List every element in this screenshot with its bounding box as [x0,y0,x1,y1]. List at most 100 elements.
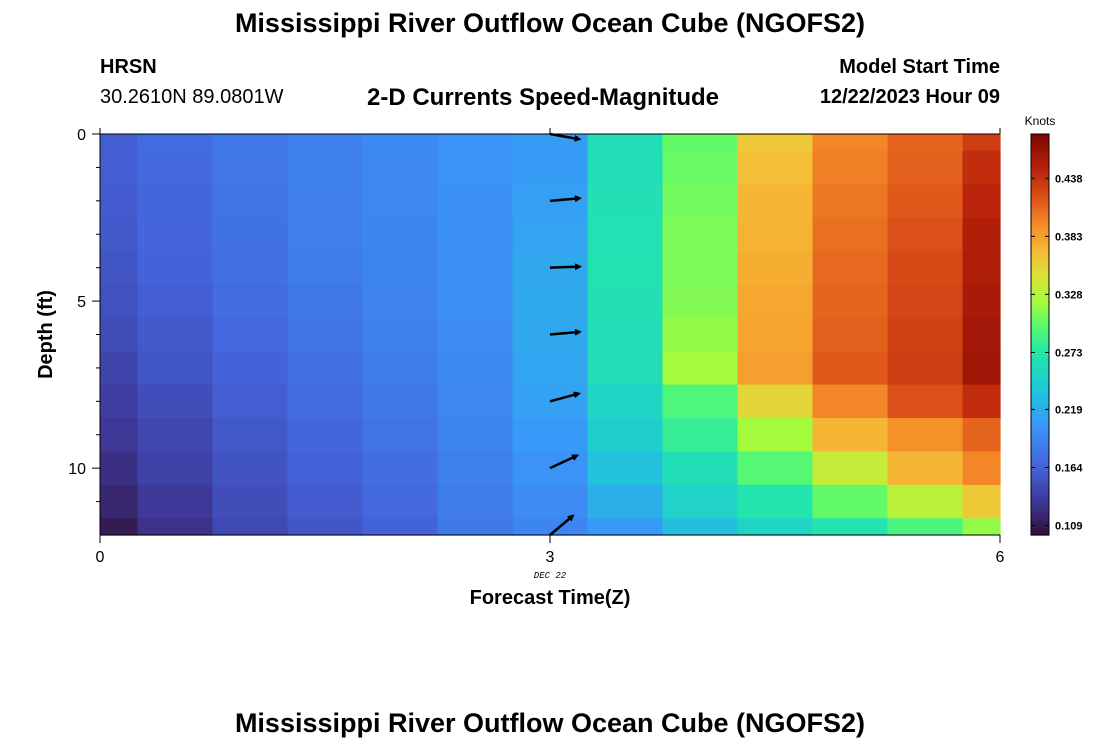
heatmap-cell [662,134,739,152]
colorbar-segment [1031,294,1049,299]
colorbar-segment [1031,377,1049,382]
colorbar-segment [1031,438,1049,443]
colorbar-segment [1031,514,1049,519]
x-tick-label: 3 [546,549,555,566]
heatmap-cell [812,184,889,219]
heatmap-cell [212,317,289,352]
heatmap-cell [962,284,1001,319]
colorbar-segment [1031,307,1049,312]
heatmap-cell [887,384,964,419]
colorbar-segment [1031,344,1049,349]
colorbar-segment [1031,441,1049,446]
heatmap-cell [812,134,889,152]
x-tick-label: 6 [996,549,1005,566]
colorbar-segment [1031,194,1049,199]
heatmap-cell [100,250,139,285]
colorbar-segment [1031,210,1049,215]
heatmap-cell [212,150,289,185]
colorbar-segment [1031,421,1049,426]
heatmap-cell [737,184,814,219]
heatmap-cell [737,317,814,352]
heatmap-cell [812,451,889,486]
heatmap-cell [437,284,514,319]
colorbar-segment [1031,528,1049,533]
colorbar-segment [1031,394,1049,399]
chart-title-repeat: Mississippi River Outflow Ocean Cube (NG… [234,708,866,738]
heatmap-cell [737,418,814,453]
heatmap-cell [212,351,289,386]
station-coordinates: 30.2610N 89.0801W [100,86,284,108]
heatmap-cell [437,150,514,185]
colorbar-segment [1031,150,1049,155]
colorbar-segment [1031,501,1049,506]
colorbar-segment [1031,134,1049,138]
colorbar-segment [1031,147,1049,152]
heatmap-cell [137,134,214,152]
heatmap-cell [287,250,364,285]
heatmap-cell [437,451,514,486]
heatmap-cell [662,317,739,352]
colorbar-segment [1031,281,1049,285]
y-tick-label: 0 [77,127,86,144]
heatmap-cell [587,184,664,219]
colorbar-segment [1031,311,1049,316]
heatmap-cell [662,184,739,219]
colorbar-tick-label: 0.383 [1055,231,1083,243]
heatmap-cell [287,184,364,219]
current-vector [549,391,581,403]
x-tick-label: 0 [96,549,105,566]
colorbar-segment [1031,184,1049,189]
colorbar-segment [1031,287,1049,292]
colorbar-segment [1031,484,1049,489]
heatmap-cell [512,217,589,252]
current-vector [549,514,575,536]
colorbar-segment [1031,180,1049,185]
heatmap-cell [962,418,1001,453]
heatmap-cell [137,518,214,536]
heatmap-cell [137,317,214,352]
heatmap-cell [437,217,514,252]
heatmap-cell [737,134,814,152]
colorbar-segment [1031,367,1049,372]
colorbar-segment [1031,267,1049,272]
heatmap-cell [362,250,439,285]
heatmap-cell [587,351,664,386]
heatmap-cell [587,134,664,152]
colorbar-segment [1031,458,1049,463]
heatmap-cell [287,150,364,185]
colorbar-segment [1031,408,1049,412]
heatmap-cell [812,484,889,519]
heatmap-cell [812,384,889,419]
heatmap-cell [100,484,139,519]
colorbar-segment [1031,474,1049,479]
colorbar-segment [1031,190,1049,195]
heatmap-cell [212,418,289,453]
colorbar-segment [1031,304,1049,309]
colorbar-segment [1031,508,1049,513]
colorbar-segment [1031,271,1049,275]
colorbar-segment [1031,264,1049,269]
heatmap-cell [812,150,889,185]
heatmap-cell [962,250,1001,285]
heatmap-cell [437,418,514,453]
heatmap-cell [962,150,1001,185]
colorbar-segment [1031,341,1049,346]
heatmap-cell [100,317,139,352]
heatmap-cell [887,351,964,386]
colorbar-segment [1031,354,1049,359]
heatmap-cell [737,484,814,519]
colorbar-segment [1031,160,1049,165]
colorbar-segment [1031,481,1049,486]
colorbar-segment [1031,464,1049,469]
colorbar-segment [1031,411,1049,416]
colorbar-segment [1031,444,1049,449]
y-tick-label: 5 [77,294,86,311]
heatmap-cell [962,217,1001,252]
heatmap-cell [362,217,439,252]
heatmap-cell [137,217,214,252]
colorbar-tick-label: 0.164 [1055,462,1083,474]
heatmap-cell [362,351,439,386]
colorbar-tick-label: 0.438 [1055,173,1083,185]
heatmap-cell [587,217,664,252]
heatmap-cell [662,451,739,486]
